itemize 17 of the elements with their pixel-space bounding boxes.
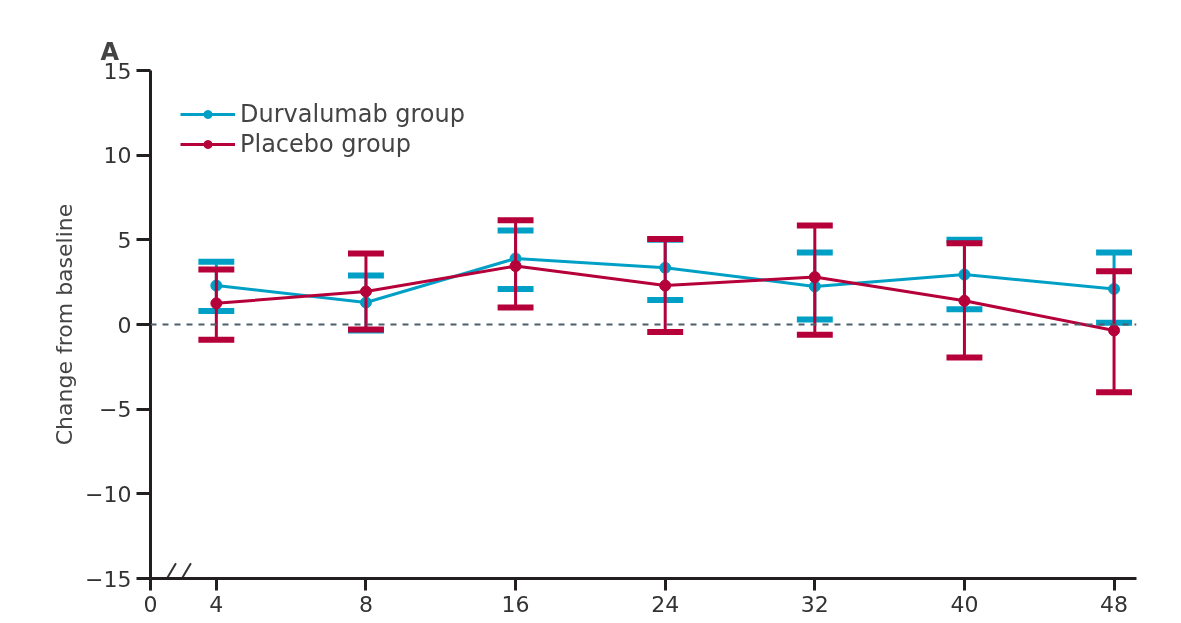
- x-tick-label: 24: [651, 591, 680, 617]
- y-tick-label: −15: [85, 566, 132, 592]
- legend-label: Placebo group: [240, 130, 412, 158]
- y-tick-label: −5: [99, 397, 132, 423]
- y-tick-label: 10: [103, 143, 132, 169]
- x-tick-label: 4: [209, 591, 224, 617]
- y-tick-label: 5: [117, 227, 132, 253]
- y-tick-label: −10: [85, 481, 132, 507]
- y-axis-title: Change from baseline: [52, 203, 78, 446]
- legend-label: Durvalumab group: [240, 100, 465, 128]
- x-tick-label: 16: [501, 591, 530, 617]
- x-tick-label: 48: [1100, 591, 1129, 617]
- x-tick-label: 32: [800, 591, 829, 617]
- x-tick-label: 8: [358, 591, 373, 617]
- y-tick-label: 0: [117, 312, 132, 338]
- x-tick-label: 40: [950, 591, 979, 617]
- text: 0: [143, 591, 158, 617]
